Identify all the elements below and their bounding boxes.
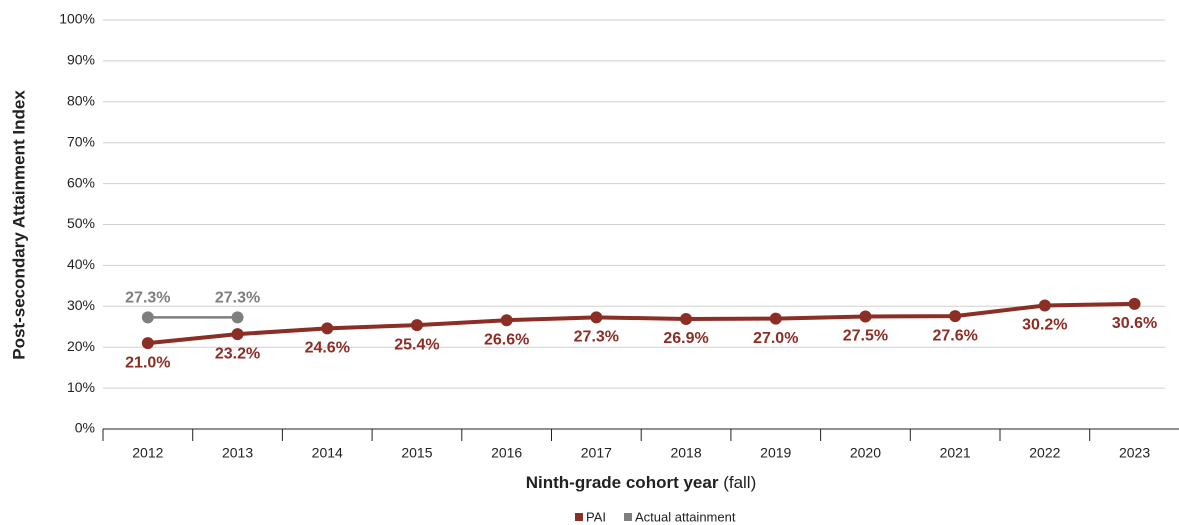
y-tick-label: 40% <box>67 256 95 272</box>
series-line <box>147 301 1135 346</box>
y-tick-label: 30% <box>67 297 95 313</box>
data-point <box>231 311 244 324</box>
x-tick-label: 2018 <box>670 445 701 461</box>
legend-swatch <box>624 513 632 521</box>
x-tick-label: 2017 <box>581 445 612 461</box>
data-point <box>859 310 872 323</box>
legend-label: PAI <box>586 509 606 524</box>
y-tick-label: 90% <box>67 52 95 68</box>
x-tick-label: 2023 <box>1119 445 1150 461</box>
data-label: 27.5% <box>843 328 888 345</box>
data-label: 27.6% <box>932 327 977 344</box>
data-point <box>410 319 423 332</box>
data-label: 27.3% <box>574 329 619 346</box>
x-tick-label: 2013 <box>222 445 253 461</box>
data-label: 30.6% <box>1112 315 1157 332</box>
x-tick-label: 2016 <box>491 445 522 461</box>
data-label: 26.9% <box>663 330 708 347</box>
x-tick-label: 2012 <box>132 445 163 461</box>
y-tick-label: 60% <box>67 174 95 190</box>
data-label: 24.6% <box>305 340 350 357</box>
data-label: 25.4% <box>394 336 439 353</box>
data-point <box>1128 297 1141 310</box>
data-label: 27.0% <box>753 330 798 347</box>
x-tick-label: 2022 <box>1029 445 1060 461</box>
x-axis-label-bold: Ninth-grade cohort year <box>526 473 719 492</box>
legend-swatch <box>575 513 583 521</box>
data-point <box>680 312 693 325</box>
data-label: 30.2% <box>1022 317 1067 334</box>
x-tick-label: 2019 <box>760 445 791 461</box>
x-tick-label: 2014 <box>312 445 343 461</box>
data-label: 26.6% <box>484 331 529 348</box>
y-tick-label: 50% <box>67 215 95 231</box>
data-point <box>321 322 334 335</box>
data-point <box>141 311 154 324</box>
data-label: 27.3% <box>125 290 170 307</box>
x-tick-label: 2021 <box>940 445 971 461</box>
y-axis-label: Post-secondary Attainment Index <box>9 90 28 360</box>
data-point <box>231 328 244 341</box>
x-tick-label: 2015 <box>401 445 432 461</box>
data-label: 27.3% <box>215 290 260 307</box>
data-point <box>141 337 154 350</box>
y-tick-label: 100% <box>59 11 95 27</box>
x-axis-label: Ninth-grade cohort year (fall) <box>526 473 757 492</box>
y-tick-label: 70% <box>67 133 95 149</box>
data-point <box>500 314 513 327</box>
y-tick-label: 10% <box>67 379 95 395</box>
data-label: 21.0% <box>125 354 170 371</box>
y-tick-label: 80% <box>67 93 95 109</box>
data-point <box>1038 299 1051 312</box>
data-point <box>949 310 962 323</box>
data-point <box>590 311 603 324</box>
legend-label: Actual attainment <box>635 509 736 524</box>
data-point <box>769 312 782 325</box>
x-axis-label-normal: (fall) <box>723 473 756 492</box>
data-label: 23.2% <box>215 345 260 362</box>
y-tick-label: 0% <box>75 420 95 436</box>
x-tick-label: 2020 <box>850 445 881 461</box>
y-tick-label: 20% <box>67 338 95 354</box>
